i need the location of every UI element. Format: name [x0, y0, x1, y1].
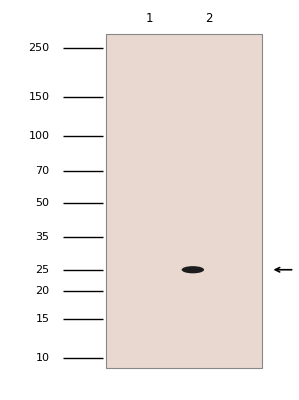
Text: 250: 250 [28, 43, 49, 53]
Text: 10: 10 [35, 353, 49, 363]
Text: 35: 35 [35, 232, 49, 242]
Text: 70: 70 [35, 166, 49, 176]
Bar [106, 34, 262, 368]
Text: 100: 100 [28, 132, 49, 142]
Text: 50: 50 [35, 198, 49, 208]
Text: 1: 1 [146, 12, 153, 24]
Text: 15: 15 [35, 314, 49, 324]
Text: 20: 20 [35, 286, 49, 296]
Ellipse shape [182, 266, 204, 273]
Text: 25: 25 [35, 265, 49, 275]
Text: 150: 150 [28, 92, 49, 102]
Text: 2: 2 [205, 12, 213, 24]
